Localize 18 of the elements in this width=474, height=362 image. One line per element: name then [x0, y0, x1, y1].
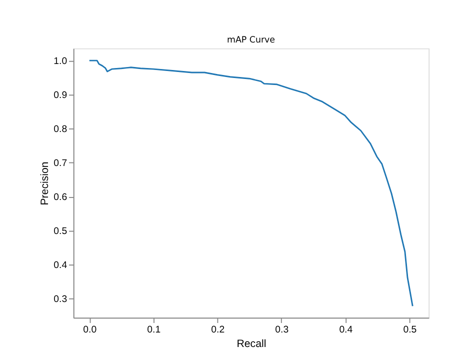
x-tick-label: 0.1 [147, 324, 161, 336]
y-tick-label: 0.5 [54, 226, 68, 237]
x-axis-title: Recall [236, 338, 266, 350]
y-tick-label: 0.7 [54, 158, 68, 169]
x-tick-label: 0.2 [211, 324, 225, 336]
y-tick-label: 0.6 [54, 192, 68, 203]
y-tick-label: 1.0 [54, 56, 68, 67]
line-series [88, 60, 414, 307]
x-tick-label: 0.0 [83, 324, 97, 336]
y-axis-title: Precision [38, 162, 51, 206]
x-tick-label: 0.4 [339, 324, 354, 336]
y-tick-label: 0.4 [54, 260, 68, 271]
y-tick-label: 0.9 [54, 90, 68, 101]
y-tick-label: 0.8 [54, 124, 68, 135]
chart-title: mAP Curve [227, 36, 275, 46]
x-tick-label: 0.5 [403, 324, 417, 336]
y-tick-label: 0.3 [54, 294, 68, 306]
x-tick-label: 0.3 [275, 324, 289, 336]
